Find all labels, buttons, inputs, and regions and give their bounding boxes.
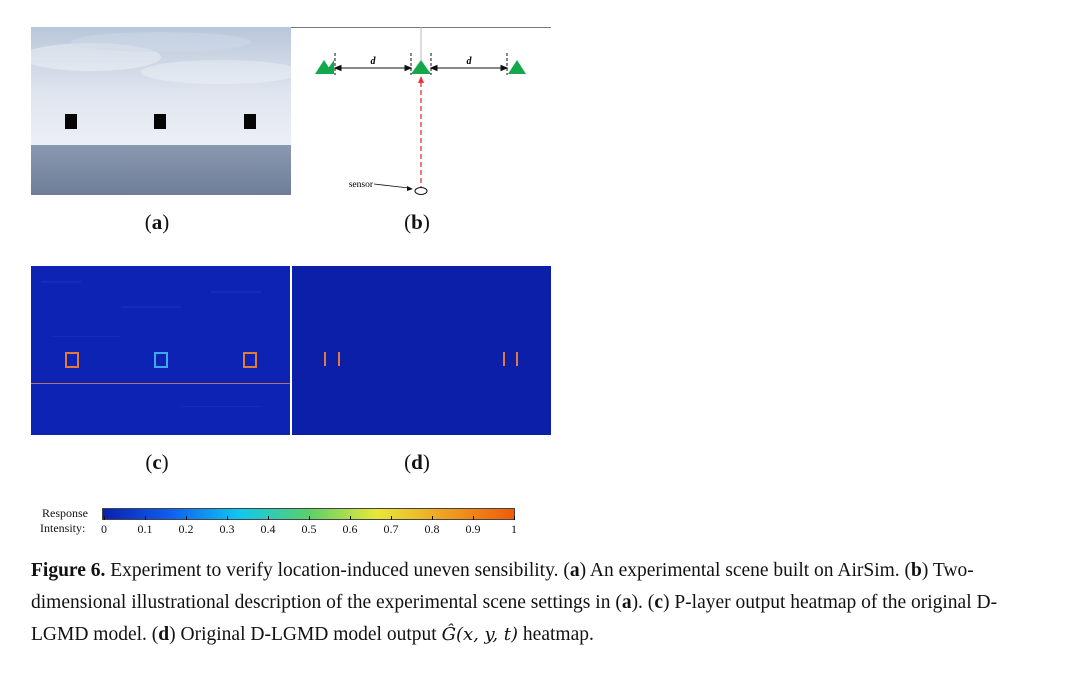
colorbar-tick-label: 0.8: [424, 522, 440, 536]
colorbar-tick-mark: [432, 516, 433, 520]
obstacle-right: [244, 114, 256, 129]
heat-bar-1: [324, 352, 326, 366]
colorbar-tick-mark: [473, 516, 474, 520]
panel-c-label: (c): [145, 450, 169, 474]
heat-box-center: [154, 352, 168, 368]
heat-bar-4: [516, 352, 518, 366]
colorbar-gradient: [102, 508, 515, 520]
obstacle-center: [154, 114, 166, 129]
colorbar-tick-label: 0.1: [137, 522, 153, 536]
figure-number: Figure 6.: [31, 560, 106, 581]
sensor-label: sensor: [349, 180, 374, 190]
distance-label-right: d: [467, 56, 473, 67]
heat-box-left: [65, 352, 79, 368]
colorbar-tick-mark: [350, 516, 351, 520]
colorbar-tick-label: 1: [511, 522, 517, 536]
panel-b-diagram: d d sensor: [291, 27, 551, 195]
colorbar-tick-mark: [309, 516, 310, 520]
colorbar-tick-label: 0: [101, 522, 107, 536]
figure-caption: Figure 6. Experiment to verify location-…: [31, 560, 998, 645]
d-lgmd-output-heatmap: [292, 266, 551, 435]
colorbar-tick-label: 0.5: [301, 522, 317, 536]
colorbar-intensity-label: Intensity:: [40, 521, 86, 535]
colorbar-tick-mark: [104, 516, 105, 520]
obstacle-left: [65, 114, 77, 129]
sensor-ellipse: [414, 187, 428, 195]
p-layer-heatmap: [31, 266, 290, 435]
panel-b-label: (b): [404, 210, 430, 234]
colorbar-tick-label: 0.4: [260, 522, 276, 536]
colorbar-tick-mark: [514, 516, 515, 520]
colorbar-tick-mark: [391, 516, 392, 520]
target-triangle-right: [508, 60, 526, 74]
colorbar-tick-label: 0.6: [342, 522, 358, 536]
math-g-hat: Ĝ(x, y, t): [441, 624, 519, 645]
target-triangle-center: [411, 60, 431, 74]
panel-d-label: (d): [404, 450, 430, 474]
panel-a-scene: [31, 27, 291, 195]
colorbar-tick-mark: [145, 516, 146, 520]
colorbar-tick-mark: [186, 516, 187, 520]
colorbar-tick-label: 0.9: [465, 522, 481, 536]
scene-settings-diagram: d d sensor: [291, 27, 551, 195]
heat-box-right: [243, 352, 257, 368]
panel-a-label: (a): [144, 210, 170, 234]
airsim-scene-image: [31, 27, 291, 195]
colorbar-tick-label: 0.2: [178, 522, 194, 536]
colorbar-title: Response: [42, 506, 88, 520]
colorbar-tick-mark: [268, 516, 269, 520]
distance-label-left: d: [371, 56, 377, 67]
colorbar-tick-mark: [227, 516, 228, 520]
colorbar-tick-label: 0.3: [219, 522, 235, 536]
colorbar-tick-label: 0.7: [383, 522, 399, 536]
heat-bar-2: [338, 352, 340, 366]
panel-c-heatmap: [31, 266, 290, 435]
heat-bar-3: [503, 352, 505, 366]
panel-d-heatmap: [291, 266, 551, 435]
